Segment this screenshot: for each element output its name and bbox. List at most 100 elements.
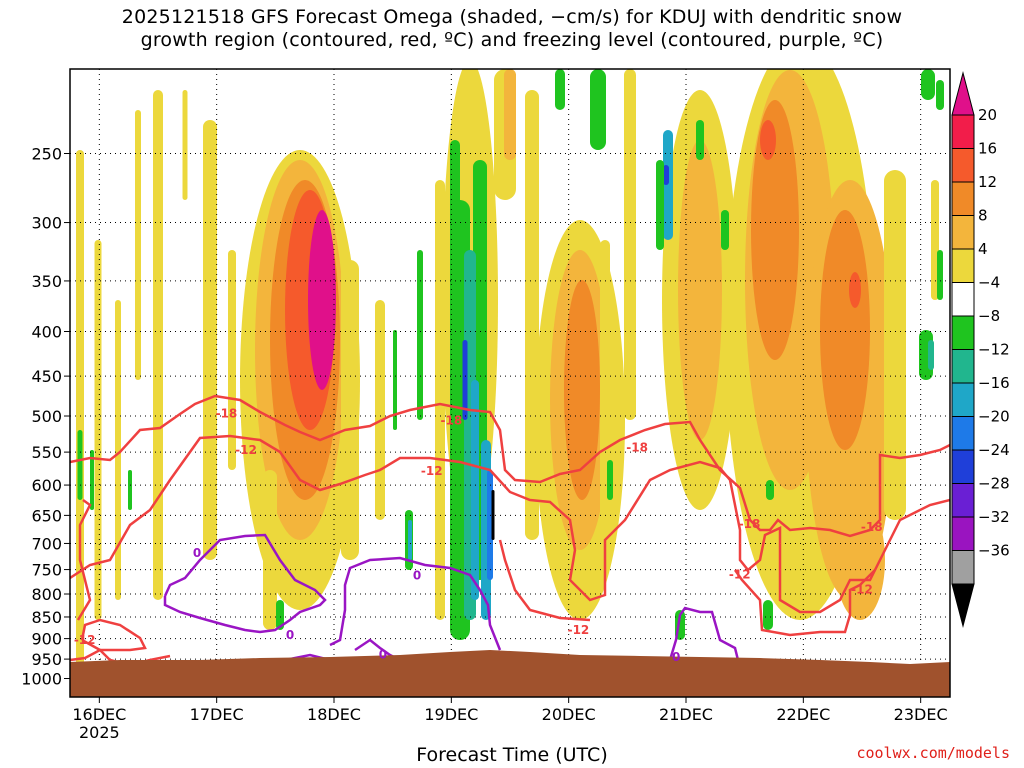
terrain-fill xyxy=(70,650,950,697)
omega-cell-yellow xyxy=(435,180,445,620)
colorbar: 20 16 12 8 4 −4 −8 −12 −16 −20 −24 −28 −32 −36 xyxy=(951,71,1010,628)
y-tick-label: 300 xyxy=(31,214,62,233)
colorbar-tick-label: −8 xyxy=(978,307,1000,325)
colorbar-swatch xyxy=(951,248,975,283)
omega-cell-orange xyxy=(564,280,600,500)
y-tick-label: 250 xyxy=(31,145,62,164)
x-tick-sublabel: 2025 xyxy=(79,723,120,742)
source-footer: coolwx.com/models xyxy=(856,744,1010,762)
freezing-contour-label: 0 xyxy=(672,650,680,664)
omega-cell-orange-light xyxy=(678,140,722,440)
omega-cell-orange xyxy=(820,210,870,450)
omega-cell-red xyxy=(849,272,861,308)
omega-cell-green xyxy=(921,69,935,100)
freezing-contour-label: 0 xyxy=(286,628,294,642)
y-tick-label: 650 xyxy=(31,506,62,525)
omega-cell-cyan xyxy=(408,520,412,560)
omega-cell-green xyxy=(721,210,729,250)
y-tick-label: 850 xyxy=(31,608,62,627)
dendritic-contour xyxy=(70,394,950,538)
omega-cell-green xyxy=(766,480,774,500)
x-axis-label: Forecast Time (UTC) xyxy=(416,744,608,766)
dendritic-contour xyxy=(70,434,950,614)
omega-cell-green xyxy=(276,600,284,630)
dendritic-contour-label: -18 xyxy=(626,440,648,454)
y-tick-label: 1000 xyxy=(21,670,62,689)
x-tick-label: 17DEC xyxy=(190,705,244,724)
omega-cell-yellow xyxy=(203,120,217,560)
x-tick-label: 16DEC xyxy=(72,705,126,724)
dendritic-contour-label: -12 xyxy=(421,464,443,478)
dendritic-contour xyxy=(498,539,591,622)
dendritic-contour-label: -18 xyxy=(861,520,883,534)
colorbar-tick-label: −32 xyxy=(978,508,1010,526)
x-tick-label: 23DEC xyxy=(894,705,948,724)
omega-cell-yellow xyxy=(153,90,163,600)
colorbar-swatch xyxy=(951,181,975,216)
chart-title-line1: 2025121518 GFS Forecast Omega (shaded, −… xyxy=(121,6,903,28)
y-tick-label: 700 xyxy=(31,534,62,553)
y-tick-label: 400 xyxy=(31,323,62,342)
omega-cell-green xyxy=(656,160,664,250)
y-tick-label: 600 xyxy=(31,476,62,495)
omega-cell-orange xyxy=(751,100,799,360)
freezing-contour-label: 0 xyxy=(379,647,387,661)
omega-cell-blue-dark xyxy=(462,340,468,420)
colorbar-swatch xyxy=(951,349,975,384)
omega-cell-yellow xyxy=(76,150,84,690)
x-tick-label: 21DEC xyxy=(659,705,713,724)
colorbar-tick-label: −16 xyxy=(978,374,1010,392)
y-tick-label: 550 xyxy=(31,443,62,462)
omega-cell-yellow xyxy=(135,110,141,380)
colorbar-tick-label: −20 xyxy=(978,408,1010,426)
colorbar-bottom-arrow xyxy=(951,583,975,628)
omega-cell-yellow xyxy=(115,300,121,600)
colorbar-swatch xyxy=(951,483,975,518)
dendritic-contour-label: -18 xyxy=(739,517,761,531)
chart-title-line2: growth region (contoured, red, ºC) and f… xyxy=(140,29,884,51)
dendritic-contour-label: -18 xyxy=(216,407,238,421)
dendritic-contour-label: -12 xyxy=(235,443,257,457)
omega-cell-yellow xyxy=(600,240,610,560)
colorbar-tick-label: 4 xyxy=(978,240,988,258)
x-tick-label: 18DEC xyxy=(307,705,361,724)
chart-title: 2025121518 GFS Forecast Omega (shaded, −… xyxy=(0,6,1024,52)
colorbar-top-arrow xyxy=(951,71,975,116)
omega-cell-max xyxy=(308,210,336,390)
omega-cell-yellow xyxy=(182,90,188,200)
colorbar-swatch xyxy=(951,550,975,585)
omega-cell-green xyxy=(590,69,606,150)
omega-cell-green xyxy=(937,250,943,300)
omega-cell-green xyxy=(936,80,944,110)
dendritic-contour xyxy=(76,498,92,621)
colorbar-swatch xyxy=(951,114,975,149)
dendritic-contour-label: -12 xyxy=(568,623,590,637)
dendritic-contour-label: -12 xyxy=(74,633,96,647)
colorbar-swatch xyxy=(951,382,975,417)
colorbar-swatch xyxy=(951,215,975,250)
terrain xyxy=(70,650,950,697)
contour-lines xyxy=(70,394,950,667)
colorbar-tick-label: −4 xyxy=(978,274,1000,292)
freezing-contour xyxy=(668,606,740,661)
omega-cell-yellow xyxy=(624,69,636,420)
omega-cell-green xyxy=(763,600,773,630)
y-tick-label: 350 xyxy=(31,272,62,291)
dendritic-contour-label: -18 xyxy=(440,414,462,428)
omega-cell-red xyxy=(760,120,776,160)
colorbar-tick-label: 8 xyxy=(978,207,988,225)
freezing-contour xyxy=(163,533,327,634)
y-tick-label: 750 xyxy=(31,561,62,580)
dendritic-contour-label: -12 xyxy=(729,568,751,582)
dendritic-contour xyxy=(80,618,147,652)
omega-cell-green xyxy=(77,430,83,500)
x-tick-label: 20DEC xyxy=(542,705,596,724)
omega-cell-black xyxy=(491,490,495,540)
omega-cell-cyan xyxy=(663,130,673,240)
dendritic-contour-label: -12 xyxy=(851,582,873,596)
colorbar-swatch xyxy=(951,282,975,317)
omega-shading xyxy=(76,69,944,690)
omega-cell-teal xyxy=(928,340,934,370)
colorbar-swatch xyxy=(951,449,975,484)
